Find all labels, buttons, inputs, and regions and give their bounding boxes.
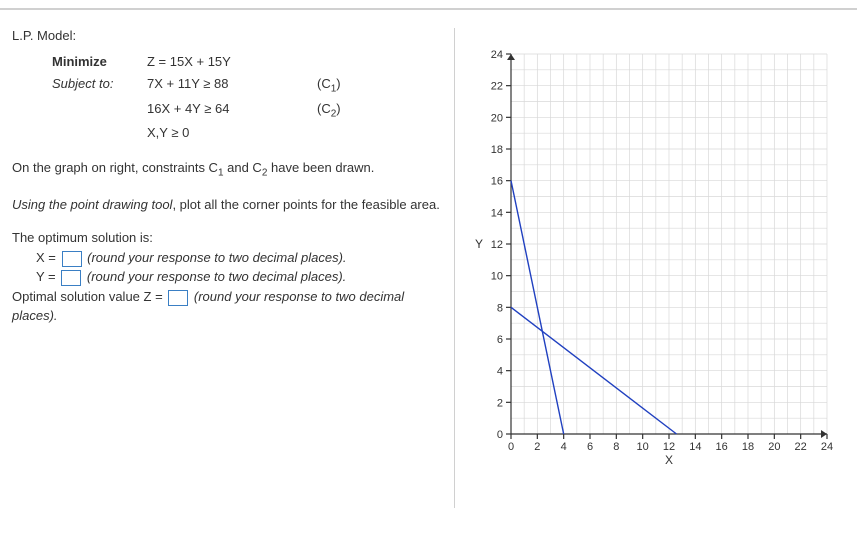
y-round: (round your response to two decimal plac…	[83, 269, 346, 284]
svg-text:0: 0	[497, 429, 503, 441]
z-input[interactable]	[168, 290, 188, 306]
svg-text:22: 22	[491, 81, 503, 93]
x-label: X =	[36, 250, 60, 265]
y-label: Y =	[36, 269, 59, 284]
x-input[interactable]	[62, 251, 82, 267]
model-title: L.P. Model:	[12, 28, 444, 43]
c2-close: )	[336, 101, 340, 116]
svg-text:X: X	[665, 453, 673, 467]
x-round: (round your response to two decimal plac…	[84, 250, 347, 265]
main-container: L.P. Model: Minimize Z = 15X + 15Y Subje…	[0, 28, 857, 508]
gn-pre: On the graph on right, constraints C	[12, 160, 218, 175]
pi-pre: Using the	[12, 197, 71, 212]
svg-text:2: 2	[534, 441, 540, 453]
c1-pre: (C	[317, 76, 331, 91]
svg-text:18: 18	[491, 144, 503, 156]
svg-text:16: 16	[716, 441, 728, 453]
problem-text-column: L.P. Model: Minimize Z = 15X + 15Y Subje…	[12, 28, 455, 508]
svg-text:2: 2	[497, 397, 503, 409]
constraint-chart[interactable]: 0246810121416182022240246810121416182022…	[465, 34, 845, 474]
z-row: Optimal solution value Z = (round your r…	[12, 287, 444, 326]
svg-text:20: 20	[491, 112, 503, 124]
y-row: Y = (round your response to two decimal …	[36, 267, 444, 287]
constraint-2-name: (C2)	[317, 98, 367, 123]
svg-text:4: 4	[561, 441, 567, 453]
svg-text:Y: Y	[475, 237, 483, 251]
constraint-1-expr: 7X + 11Y ≥ 88	[147, 73, 317, 98]
svg-text:22: 22	[795, 441, 807, 453]
x-row: X = (round your response to two decimal …	[36, 248, 444, 268]
svg-text:8: 8	[497, 302, 503, 314]
svg-text:14: 14	[689, 441, 701, 453]
svg-text:10: 10	[491, 271, 503, 283]
gn-mid: and C	[224, 160, 262, 175]
plot-instructions: Using the point drawing tool, plot all t…	[12, 195, 444, 215]
svg-text:24: 24	[491, 49, 503, 61]
objective-expr: Z = 15X + 15Y	[147, 51, 317, 73]
pi-post: , plot all the corner points for the fea…	[172, 197, 439, 212]
subject-to-label: Subject to:	[52, 73, 147, 98]
c2-pre: (C	[317, 101, 331, 116]
svg-text:20: 20	[768, 441, 780, 453]
lp-model-block: Minimize Z = 15X + 15Y Subject to: 7X + …	[52, 51, 444, 144]
svg-text:18: 18	[742, 441, 754, 453]
graph-note: On the graph on right, constraints C1 an…	[12, 158, 444, 181]
svg-text:16: 16	[491, 176, 503, 188]
svg-text:14: 14	[491, 207, 503, 219]
solution-block: The optimum solution is: X = (round your…	[12, 228, 444, 326]
svg-text:12: 12	[663, 441, 675, 453]
svg-text:6: 6	[497, 334, 503, 346]
constraint-1-name: (C1)	[317, 73, 367, 98]
y-input[interactable]	[61, 270, 81, 286]
nonneg-expr: X,Y ≥ 0	[147, 122, 317, 144]
chart-column: 0246810121416182022240246810121416182022…	[455, 28, 845, 508]
svg-text:10: 10	[637, 441, 649, 453]
svg-text:0: 0	[508, 441, 514, 453]
z-label: Optimal solution value Z =	[12, 289, 166, 304]
c1-close: )	[336, 76, 340, 91]
pi-tool: point drawing tool	[71, 197, 173, 212]
objective-label: Minimize	[52, 51, 147, 73]
top-divider	[0, 8, 857, 10]
svg-text:6: 6	[587, 441, 593, 453]
gn-post: have been drawn.	[267, 160, 374, 175]
svg-text:4: 4	[497, 366, 503, 378]
svg-text:12: 12	[491, 239, 503, 251]
svg-text:24: 24	[821, 441, 833, 453]
constraint-2-expr: 16X + 4Y ≥ 64	[147, 98, 317, 123]
opt-heading: The optimum solution is:	[12, 228, 444, 248]
svg-text:8: 8	[613, 441, 619, 453]
